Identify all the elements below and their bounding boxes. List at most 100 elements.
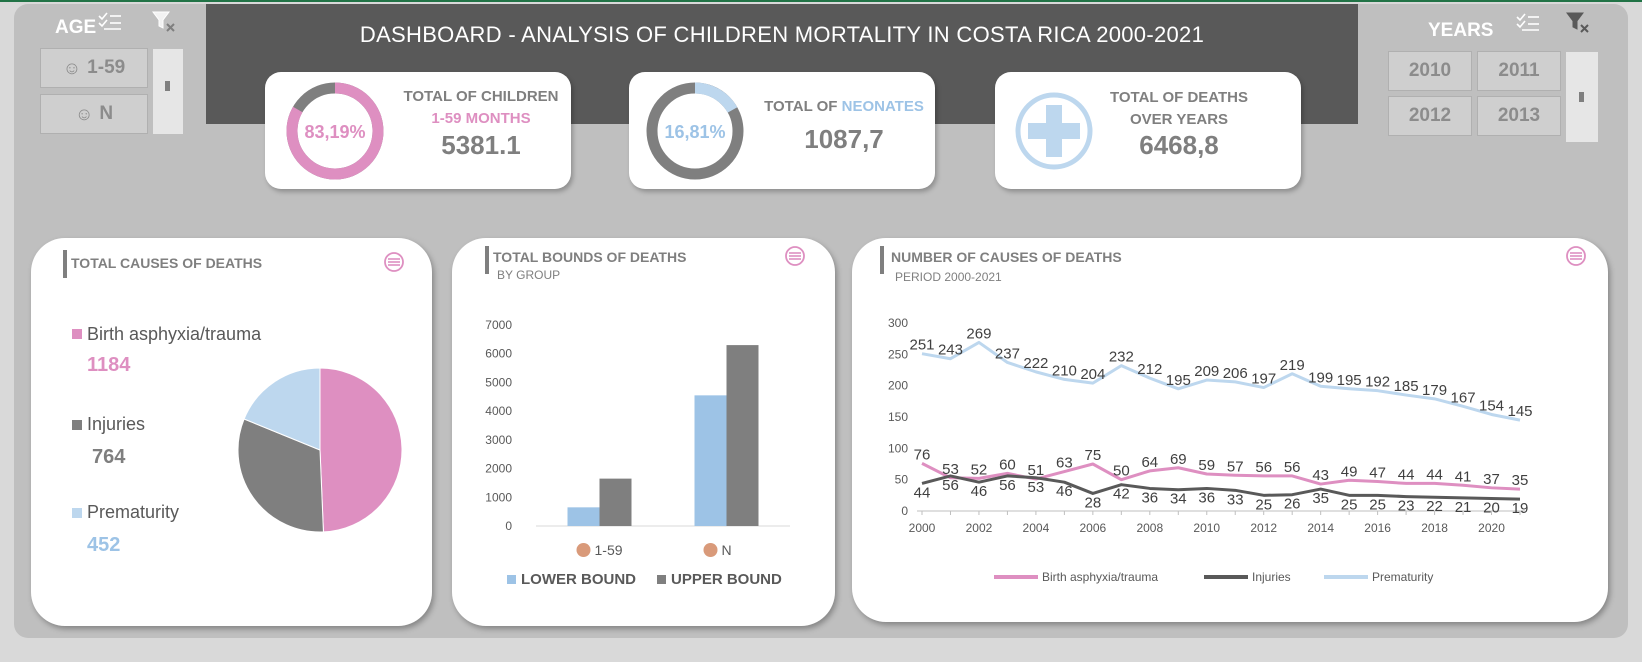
data-label: 34 <box>1170 491 1187 508</box>
data-label: 76 <box>914 446 931 463</box>
data-label: 63 <box>1056 455 1073 472</box>
data-label: 210 <box>1052 362 1077 379</box>
donut-percent-label: 83,19% <box>304 122 365 142</box>
y-tick-label: 100 <box>888 441 908 455</box>
y-tick-label: 3000 <box>485 433 512 447</box>
data-label: 60 <box>999 456 1016 473</box>
years-slicer-item-2013[interactable]: 2013 <box>1477 96 1561 136</box>
y-tick-label: 0 <box>901 504 908 518</box>
y-tick-label: 7000 <box>485 318 512 332</box>
data-label: 167 <box>1451 389 1476 406</box>
years-slicer-item-2010[interactable]: 2010 <box>1388 51 1472 91</box>
panel-accent-bar <box>880 246 884 274</box>
data-label: 43 <box>1312 467 1329 484</box>
legend-name-prematurity: Prematurity <box>87 502 180 522</box>
legend-label: Prematurity <box>1372 570 1433 584</box>
data-label: 212 <box>1137 361 1162 378</box>
data-label: 56 <box>999 477 1016 494</box>
years-slicer-item-2011[interactable]: 2011 <box>1477 51 1561 91</box>
panel-total-bounds: TOTAL BOUNDS OF DEATHS BY GROUP 0 1000 200… <box>452 238 835 626</box>
legend-label: Birth asphyxia/trauma <box>1042 570 1158 584</box>
y-tick-label: 6000 <box>485 347 512 361</box>
y-tick-label: 50 <box>895 473 909 487</box>
menu-icon[interactable] <box>784 245 806 267</box>
data-label: 33 <box>1227 491 1244 508</box>
y-tick-label: 5000 <box>485 375 512 389</box>
y-tick-label: 4000 <box>485 404 512 418</box>
kpi-label-prefix: TOTAL OF <box>764 98 842 115</box>
panel-subtitle: BY GROUP <box>497 268 561 282</box>
menu-icon[interactable] <box>1565 245 1587 267</box>
data-label: 237 <box>995 345 1020 362</box>
data-label: 36 <box>1141 489 1158 506</box>
pie-slice-injuries <box>237 418 324 533</box>
age-slicer-item-1-59[interactable]: ☺ 1-59 <box>40 48 148 88</box>
data-label: 75 <box>1085 447 1102 464</box>
x-tick-label: 1-59 <box>595 542 623 558</box>
kpi-sublabel-children: 1-59 MONTHS <box>431 110 531 127</box>
y-tick-label: 1000 <box>485 490 512 504</box>
age-slicer-item-n[interactable]: ☺ N <box>40 94 148 134</box>
data-label: 222 <box>1023 355 1048 372</box>
data-label: 195 <box>1166 372 1191 389</box>
data-label: 21 <box>1455 499 1472 516</box>
panel-title: NUMBER OF CAUSES OF DEATHS <box>891 249 1122 265</box>
data-label: 53 <box>942 461 959 478</box>
data-label: 46 <box>1056 483 1073 500</box>
legend-value-injuries: 764 <box>92 446 126 468</box>
data-label: 50 <box>1113 463 1130 480</box>
x-tick-label: 2000 <box>909 521 936 535</box>
data-label: 35 <box>1312 490 1329 507</box>
kpi-label-highlight: NEONATES <box>841 98 924 115</box>
data-label: 154 <box>1479 397 1504 414</box>
multi-select-icon[interactable] <box>98 12 122 32</box>
legend-name-injuries: Injuries <box>87 414 146 434</box>
data-label: 185 <box>1394 378 1419 395</box>
data-label: 19 <box>1512 500 1529 517</box>
age-slicer-scroll-thumb[interactable] <box>165 81 170 91</box>
causes-pie-chart <box>237 367 403 533</box>
data-label: 251 <box>909 337 934 354</box>
age-slicer-scrollbar[interactable] <box>153 49 183 134</box>
face-icon <box>703 543 718 557</box>
data-label: 204 <box>1080 366 1105 383</box>
multi-select-icon[interactable] <box>1516 13 1540 33</box>
data-label: 192 <box>1365 374 1390 391</box>
x-tick-label: 2004 <box>1023 521 1050 535</box>
x-tick-label: 2020 <box>1478 521 1505 535</box>
data-label: 25 <box>1341 496 1358 513</box>
kpi-label-children: TOTAL OF CHILDREN <box>403 88 559 105</box>
bar-lower-bound-1-59 <box>567 507 600 526</box>
clear-filter-icon[interactable] <box>1566 11 1590 35</box>
data-label: 41 <box>1455 468 1472 485</box>
data-label: 44 <box>914 484 931 501</box>
y-tick-label: 300 <box>888 316 908 330</box>
kpi-label-neonates: TOTAL OF NEONATES <box>759 98 929 115</box>
years-slicer-item-2012[interactable]: 2012 <box>1388 96 1472 136</box>
kpi-sublabel-total-deaths: OVER YEARS <box>1129 111 1229 128</box>
clear-filter-icon[interactable] <box>152 10 176 34</box>
data-label: 179 <box>1422 382 1447 399</box>
x-tick-label: 2006 <box>1080 521 1107 535</box>
plus-icon <box>1015 92 1093 170</box>
panel-subtitle: PERIOD 2000-2021 <box>895 270 1002 284</box>
data-label: 37 <box>1483 471 1500 488</box>
legend-label: LOWER BOUND <box>521 571 636 588</box>
y-tick-label: 0 <box>505 519 512 533</box>
kpi-card-total-deaths: TOTAL OF DEATHS OVER YEARS 6468,8 <box>995 72 1301 189</box>
donut-share-arc <box>286 82 384 180</box>
x-tick-label: 2016 <box>1364 521 1391 535</box>
years-slicer-scroll-thumb[interactable] <box>1579 92 1584 102</box>
data-label: 206 <box>1223 365 1248 382</box>
data-label: 59 <box>1198 457 1215 474</box>
baby-face-icon: ☺ <box>74 103 94 124</box>
legend-swatch-prematurity <box>72 508 82 518</box>
data-label: 232 <box>1109 349 1134 366</box>
series-line-prematurity <box>921 340 1521 422</box>
data-label: 25 <box>1369 496 1386 513</box>
panel-accent-bar <box>63 250 67 278</box>
data-label: 22 <box>1426 498 1443 515</box>
x-tick-label: 2014 <box>1307 521 1334 535</box>
menu-icon[interactable] <box>383 251 405 273</box>
kpi-card-children: 83,19% TOTAL OF CHILDREN 1-59 MONTHS 538… <box>265 72 571 189</box>
